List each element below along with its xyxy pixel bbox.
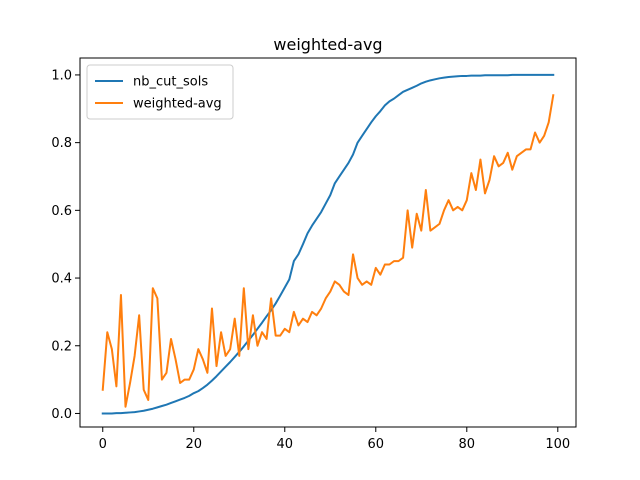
x-tick-label: 60 (368, 437, 385, 452)
chart-title: weighted-avg (273, 35, 382, 54)
y-axis: 0.0 0.2 0.4 0.6 0.8 1.0 (51, 68, 80, 422)
legend: nb_cut_sols weighted-avg (86, 64, 234, 120)
y-tick-label: 0.4 (51, 272, 72, 287)
legend-label-nb_cut_sols: nb_cut_sols (133, 75, 208, 90)
x-axis: 0 20 40 60 80 100 (99, 427, 570, 452)
y-tick-label: 0.8 (51, 136, 72, 151)
x-tick-label: 100 (545, 437, 570, 452)
series-line-nb_cut_sols (101, 73, 555, 415)
series-line-weighted-avg (101, 94, 555, 408)
y-tick-label: 0.6 (51, 204, 72, 219)
legend-label-weighted-avg: weighted-avg (133, 97, 222, 112)
x-tick-label: 40 (276, 437, 293, 452)
x-tick-label: 20 (185, 437, 202, 452)
series-layer (101, 73, 555, 415)
plot-frame (79, 57, 577, 428)
legend-box (86, 64, 234, 120)
y-tick-label: 0.2 (51, 339, 72, 354)
x-tick-label: 0 (99, 437, 107, 452)
x-tick-label: 80 (459, 437, 476, 452)
y-tick-label: 0.0 (51, 407, 72, 422)
y-tick-label: 1.0 (51, 68, 72, 83)
